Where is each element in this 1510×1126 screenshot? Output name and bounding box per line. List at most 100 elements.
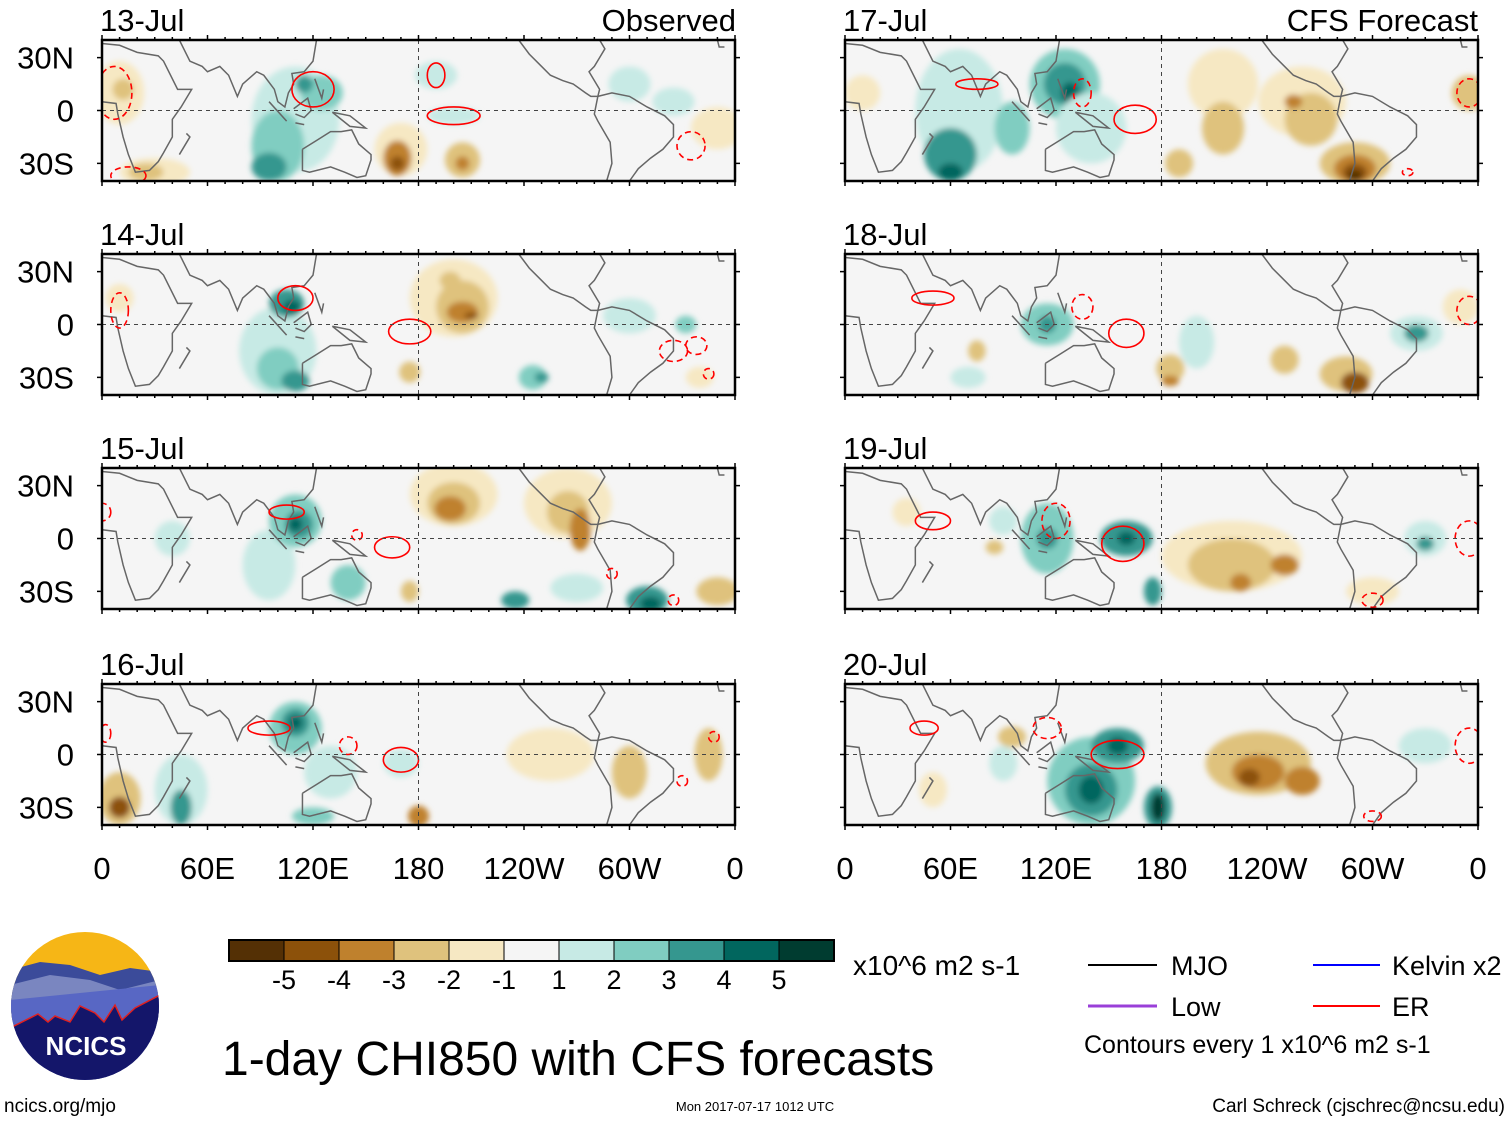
map-panel: 18-Jul bbox=[840, 217, 1483, 400]
coastline bbox=[1057, 722, 1068, 745]
anomaly-region bbox=[892, 497, 921, 527]
coastline bbox=[295, 766, 305, 770]
anomaly-region bbox=[455, 156, 470, 171]
lon-label: 0 bbox=[836, 851, 853, 886]
colorbar-swatch bbox=[723, 939, 780, 962]
coastline bbox=[178, 254, 318, 323]
logo-text: NCICS bbox=[46, 1031, 127, 1061]
colorbar-tick: -3 bbox=[382, 965, 406, 995]
ncics-logo[interactable]: NCICS bbox=[10, 930, 160, 1082]
er-contour bbox=[277, 284, 314, 312]
anomaly-region bbox=[569, 508, 591, 551]
anomaly-region bbox=[1416, 536, 1435, 551]
lon-label: 0 bbox=[1469, 851, 1486, 886]
contour-note: Contours every 1 x10^6 m2 s-1 bbox=[1084, 1031, 1431, 1059]
coastline bbox=[845, 470, 936, 602]
anomaly-region bbox=[464, 312, 479, 320]
coastline bbox=[1340, 736, 1418, 825]
anomaly-region bbox=[501, 591, 530, 609]
colorbar-swatch bbox=[668, 939, 725, 962]
anomaly-region bbox=[611, 745, 648, 799]
anomaly-region bbox=[985, 540, 1004, 555]
coastline bbox=[1459, 468, 1468, 476]
colorbar-units: x10^6 m2 s-1 bbox=[853, 950, 1020, 981]
anomaly-region bbox=[694, 728, 723, 781]
coastline bbox=[716, 254, 725, 262]
coastline bbox=[518, 468, 606, 526]
er-contour bbox=[268, 504, 306, 520]
anomaly-region bbox=[112, 78, 134, 100]
coastline bbox=[178, 468, 318, 537]
coastline bbox=[1038, 550, 1048, 554]
coastline bbox=[1044, 773, 1115, 823]
coastline bbox=[178, 132, 191, 155]
anomaly-region bbox=[691, 106, 735, 150]
coastline bbox=[178, 40, 318, 109]
lat-label: 0 bbox=[57, 738, 74, 773]
coastline bbox=[331, 755, 369, 774]
coastline bbox=[1261, 684, 1349, 742]
coastline bbox=[1336, 96, 1356, 181]
colorbar-tick: 4 bbox=[716, 965, 731, 995]
coastline bbox=[597, 92, 675, 181]
anomaly-region bbox=[994, 101, 1030, 155]
figure-title: 1-day CHI850 with CFS forecasts bbox=[222, 1033, 934, 1086]
panel-date: 15-Jul bbox=[100, 431, 184, 466]
panel-date: 20-Jul bbox=[843, 647, 927, 682]
lon-label: 60W bbox=[598, 851, 662, 886]
lon-label: 180 bbox=[393, 851, 445, 886]
anomaly-region bbox=[924, 128, 977, 181]
anomaly-region bbox=[603, 298, 656, 334]
colorbar: -5 -4 -3 -2 -1 1 2 3 4 5 bbox=[228, 939, 835, 995]
coastline bbox=[314, 722, 325, 745]
coastline bbox=[845, 256, 936, 388]
map-panel: 30N 0 30S 14-Jul bbox=[17, 217, 740, 400]
lat-label: 30N bbox=[17, 255, 74, 290]
coastline bbox=[331, 539, 369, 558]
colorbar-tick: -1 bbox=[492, 965, 516, 995]
anomaly-region bbox=[295, 75, 314, 93]
coastline bbox=[593, 310, 613, 395]
anomaly-region bbox=[427, 106, 481, 125]
anomaly-region bbox=[1187, 48, 1259, 120]
coastline bbox=[921, 346, 934, 369]
coastline bbox=[268, 529, 288, 550]
colorbar-swatch bbox=[778, 939, 835, 962]
anomaly-region bbox=[414, 61, 458, 90]
anomaly-region bbox=[1179, 315, 1215, 369]
coastline bbox=[314, 78, 325, 101]
legend-mjo-label: MJO bbox=[1171, 951, 1228, 981]
anomaly-region bbox=[281, 370, 310, 392]
coastline bbox=[597, 736, 675, 825]
coastline bbox=[1336, 740, 1356, 825]
anomaly-region bbox=[675, 315, 697, 334]
coastline bbox=[178, 776, 191, 799]
coastline bbox=[921, 468, 1061, 537]
anomaly-region bbox=[640, 596, 662, 609]
anomaly-region bbox=[1161, 375, 1180, 387]
er-contour bbox=[247, 720, 291, 736]
coastline bbox=[921, 776, 934, 799]
lon-label: 0 bbox=[726, 851, 743, 886]
anomaly-region bbox=[1404, 324, 1429, 343]
lat-label: 30S bbox=[19, 360, 74, 395]
anomaly-region bbox=[1106, 736, 1129, 755]
colorbar-tick: 5 bbox=[771, 965, 786, 995]
anomaly-region bbox=[950, 366, 986, 388]
coastline bbox=[921, 40, 1061, 109]
coastline bbox=[102, 686, 193, 818]
panel-date: 14-Jul bbox=[100, 217, 184, 252]
coastline bbox=[716, 684, 725, 692]
anomaly-region bbox=[989, 506, 1018, 535]
er-contour bbox=[1107, 318, 1145, 349]
site-link[interactable]: ncics.org/mjo bbox=[4, 1096, 116, 1117]
er-contour bbox=[1071, 293, 1094, 321]
er-contour bbox=[1362, 810, 1383, 823]
map-panels: 30N030S13-Jul30N030S14-Jul30N030S15-Jul3… bbox=[17, 3, 1487, 886]
coastline bbox=[1261, 254, 1349, 312]
anomaly-region bbox=[550, 573, 604, 602]
er-contour bbox=[109, 291, 130, 329]
anomaly-region bbox=[918, 772, 947, 808]
coastline bbox=[1261, 40, 1349, 98]
